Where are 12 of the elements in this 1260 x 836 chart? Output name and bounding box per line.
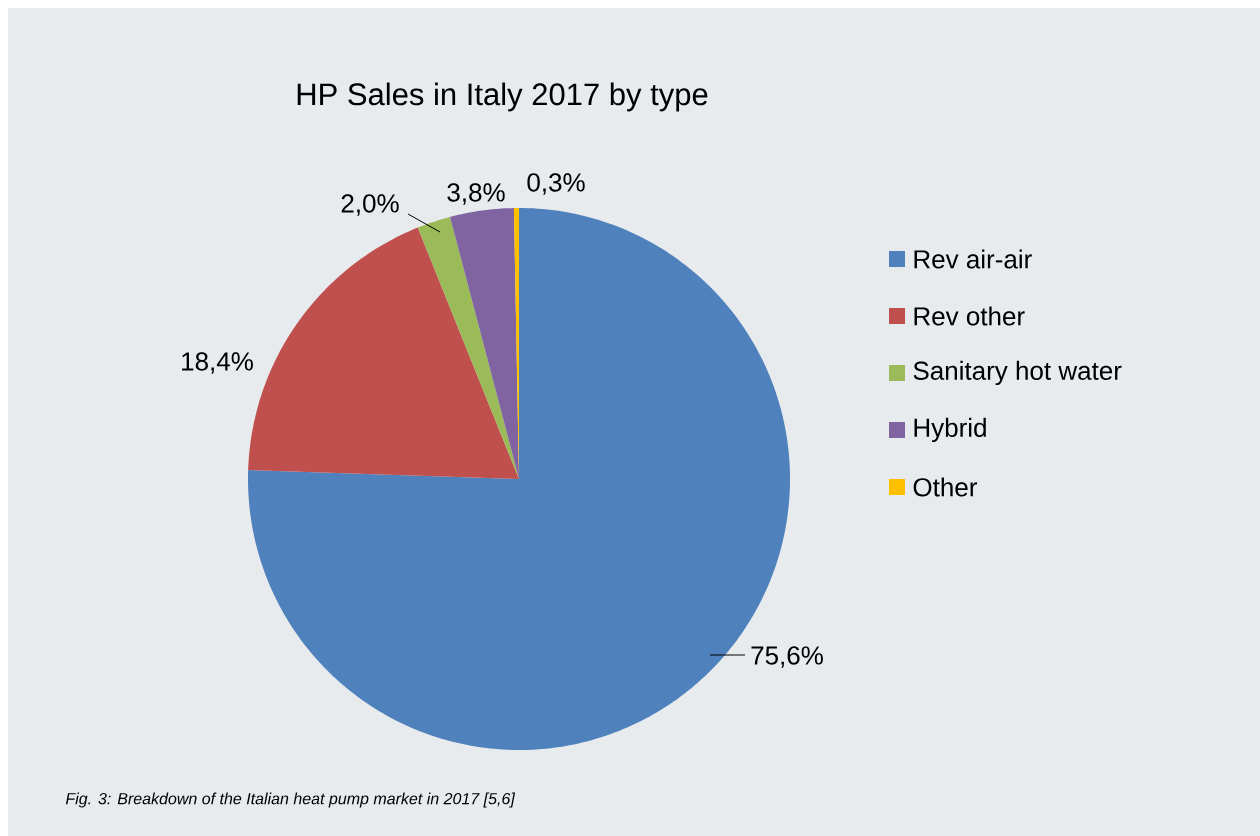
data-label: 2,0% [341,194,399,216]
legend-label: Rev air-air [914,249,1032,269]
legend-label: Sanitary hot water [913,360,1122,386]
legend-label: Hybrid [914,417,986,443]
chart-title: HP Sales in Italy 2017 by type [297,82,708,112]
data-label: 18,4% [182,352,253,374]
data-label: 0,3% [527,173,585,195]
data-label: 75,6% [751,646,823,668]
data-label: 3,8% [447,183,505,205]
caption: Fig. 3: Breakdown of the Italian heat pump market in 2017 [5,6] [65,792,516,808]
legend-label: Other [913,477,977,497]
legend-label: Rev other [914,306,1025,326]
